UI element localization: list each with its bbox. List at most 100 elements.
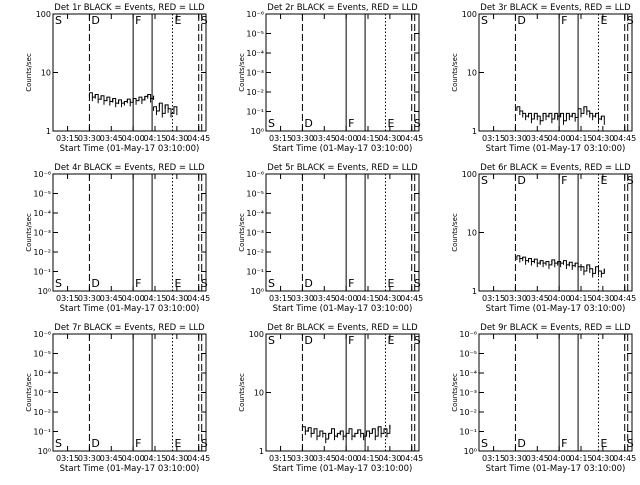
marker-label-start: S xyxy=(268,277,275,290)
y-axis-label: Counts/sec xyxy=(25,213,33,252)
marker-label: E xyxy=(174,437,181,450)
x-tick-label: 03:30 xyxy=(291,454,314,463)
x-tick-label: 03:45 xyxy=(526,134,549,143)
y-tick-label: 10⁻² xyxy=(459,408,477,417)
y-tick-label: 10⁰ xyxy=(251,127,264,136)
panel-title: Det 1r BLACK = Events, RED = LLD xyxy=(54,3,205,13)
marker-label-start: S xyxy=(268,334,275,347)
panel-title: Det 6r BLACK = Events, RED = LLD xyxy=(480,163,631,173)
marker-label: E xyxy=(387,117,394,130)
marker-label: D xyxy=(304,334,312,347)
panel-4: Det 4r BLACK = Events, RED = LLD 10⁰ 10⁻¹ 1… xyxy=(25,163,210,314)
marker-label: E xyxy=(600,437,607,450)
x-tick-label: 04:00 xyxy=(548,454,571,463)
panel-2: Det 2r BLACK = Events, RED = LLD 10⁰ 10⁻¹ 1… xyxy=(238,3,423,154)
marker-label-start: S xyxy=(55,277,62,290)
marker-label-start: S xyxy=(481,174,488,187)
marker-label-start: S xyxy=(481,437,488,450)
y-tick-label: 10⁻³ xyxy=(246,69,264,78)
y-tick-label: 10⁻⁵ xyxy=(459,350,477,359)
y-tick-label: 10⁻³ xyxy=(33,389,51,398)
x-tick-label: 04:30 xyxy=(591,134,614,143)
plot-frame xyxy=(265,173,420,292)
y-tick-label: 10⁻⁴ xyxy=(246,209,264,218)
y-axis-label: Counts/sec xyxy=(25,53,33,92)
marker-label: S xyxy=(201,277,208,290)
plot-frame xyxy=(52,173,207,292)
marker-label: D xyxy=(91,14,99,27)
plot-frame xyxy=(478,333,633,452)
y-tick-label: 10 xyxy=(467,229,477,238)
x-tick-label: 03:30 xyxy=(504,134,527,143)
y-tick-label: 1 xyxy=(472,287,477,296)
y-axis-label: Counts/sec xyxy=(238,213,246,252)
y-tick-label: 10⁻¹ xyxy=(33,428,51,437)
y-tick-label: 10⁻⁶ xyxy=(246,170,264,179)
x-tick-label: 03:15 xyxy=(269,454,292,463)
marker-label: S xyxy=(414,334,421,347)
x-tick-label: 04:15 xyxy=(356,454,379,463)
y-tick-label: 10⁻² xyxy=(246,248,264,257)
x-tick-label: 03:15 xyxy=(56,454,79,463)
y-tick-label: 10⁻⁶ xyxy=(246,10,264,19)
y-tick-label: 10⁻⁵ xyxy=(33,350,51,359)
x-tick-label: 04:00 xyxy=(335,134,358,143)
y-tick-label: 10 xyxy=(254,389,264,398)
x-axis-label: Start Time (01-May-17 03:10:00) xyxy=(486,304,626,314)
x-tick-label: 03:15 xyxy=(482,454,505,463)
marker-label: D xyxy=(91,437,99,450)
marker-label-start: S xyxy=(55,437,62,450)
marker-label-start: S xyxy=(55,14,62,27)
x-axis-label: Start Time (01-May-17 03:10:00) xyxy=(60,464,200,474)
x-tick-label: 03:30 xyxy=(291,134,314,143)
panel-3: Det 3r BLACK = Events, RED = LLD 1 10 100 Co… xyxy=(451,3,636,154)
y-tick-label: 10⁻¹ xyxy=(33,268,51,277)
marker-label: S xyxy=(414,277,421,290)
marker-label: E xyxy=(600,174,607,187)
panel-title: Det 5r BLACK = Events, RED = LLD xyxy=(267,163,418,173)
x-tick-label: 04:30 xyxy=(378,134,401,143)
x-tick-label: 03:30 xyxy=(78,454,101,463)
x-tick-label: 03:45 xyxy=(100,294,123,303)
x-tick-label: 04:45 xyxy=(187,134,210,143)
x-tick-label: 04:15 xyxy=(569,134,592,143)
y-axis-label: Counts/sec xyxy=(451,213,459,252)
y-tick-label: 10⁻⁴ xyxy=(246,49,264,58)
y-axis-label: Counts/sec xyxy=(451,53,459,92)
y-tick-label: 10⁻² xyxy=(33,408,51,417)
x-tick-label: 04:15 xyxy=(356,134,379,143)
y-axis-label: Counts/sec xyxy=(238,53,246,92)
panel-5: Det 5r BLACK = Events, RED = LLD 10⁰ 10⁻¹ 1… xyxy=(238,163,423,314)
x-axis-label: Start Time (01-May-17 03:10:00) xyxy=(60,144,200,154)
x-tick-label: 04:45 xyxy=(613,134,636,143)
x-tick-label: 04:30 xyxy=(165,134,188,143)
y-tick-label: 100 xyxy=(462,10,477,19)
x-tick-label: 03:45 xyxy=(313,454,336,463)
events-series xyxy=(153,102,178,114)
plot-frame xyxy=(52,333,207,452)
marker-label: S xyxy=(414,117,421,130)
panel-8: Det 8r BLACK = Events, RED = LLD 1 10 100 Co… xyxy=(238,323,423,474)
y-tick-label: 10⁻⁶ xyxy=(33,170,51,179)
events-series xyxy=(578,106,605,121)
x-tick-label: 03:45 xyxy=(526,294,549,303)
marker-label: D xyxy=(304,277,312,290)
marker-label: F xyxy=(135,277,141,290)
y-tick-label: 1 xyxy=(46,127,51,136)
marker-label: D xyxy=(517,437,525,450)
marker-label: F xyxy=(561,437,567,450)
marker-label: F xyxy=(348,334,354,347)
x-tick-label: 03:45 xyxy=(100,134,123,143)
x-tick-label: 04:15 xyxy=(143,294,166,303)
x-tick-label: 04:30 xyxy=(165,294,188,303)
marker-label: F xyxy=(348,117,354,130)
panel-title: Det 9r BLACK = Events, RED = LLD xyxy=(480,323,631,333)
x-axis-label: Start Time (01-May-17 03:10:00) xyxy=(273,304,413,314)
x-tick-label: 04:30 xyxy=(165,454,188,463)
y-tick-label: 10⁻⁵ xyxy=(246,190,264,199)
x-tick-label: 03:15 xyxy=(482,134,505,143)
y-tick-label: 10⁻⁵ xyxy=(33,190,51,199)
marker-label: F xyxy=(348,277,354,290)
x-tick-label: 03:15 xyxy=(269,134,292,143)
